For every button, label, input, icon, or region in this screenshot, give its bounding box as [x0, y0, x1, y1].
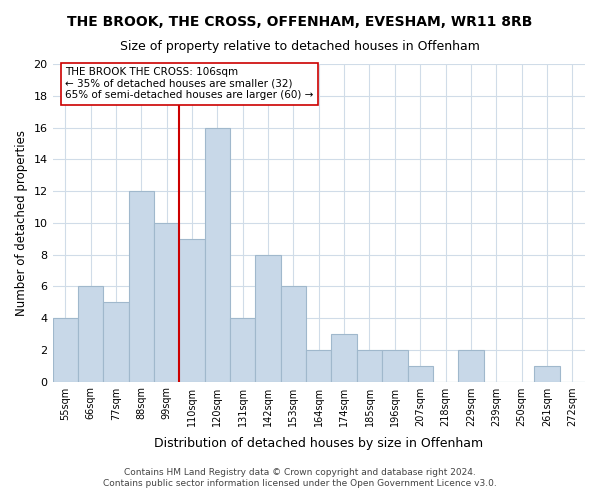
X-axis label: Distribution of detached houses by size in Offenham: Distribution of detached houses by size …: [154, 437, 484, 450]
Bar: [331, 334, 357, 382]
Bar: [281, 286, 306, 382]
Bar: [205, 128, 230, 382]
Bar: [154, 223, 179, 382]
Bar: [534, 366, 560, 382]
Bar: [458, 350, 484, 382]
Text: Contains HM Land Registry data © Crown copyright and database right 2024.
Contai: Contains HM Land Registry data © Crown c…: [103, 468, 497, 487]
Bar: [256, 254, 281, 382]
Text: Size of property relative to detached houses in Offenham: Size of property relative to detached ho…: [120, 40, 480, 53]
Bar: [128, 191, 154, 382]
Bar: [382, 350, 407, 382]
Text: THE BROOK THE CROSS: 106sqm
← 35% of detached houses are smaller (32)
65% of sem: THE BROOK THE CROSS: 106sqm ← 35% of det…: [65, 67, 314, 100]
Y-axis label: Number of detached properties: Number of detached properties: [15, 130, 28, 316]
Text: THE BROOK, THE CROSS, OFFENHAM, EVESHAM, WR11 8RB: THE BROOK, THE CROSS, OFFENHAM, EVESHAM,…: [67, 15, 533, 29]
Bar: [179, 238, 205, 382]
Bar: [53, 318, 78, 382]
Bar: [78, 286, 103, 382]
Bar: [407, 366, 433, 382]
Bar: [306, 350, 331, 382]
Bar: [103, 302, 128, 382]
Bar: [357, 350, 382, 382]
Bar: [230, 318, 256, 382]
